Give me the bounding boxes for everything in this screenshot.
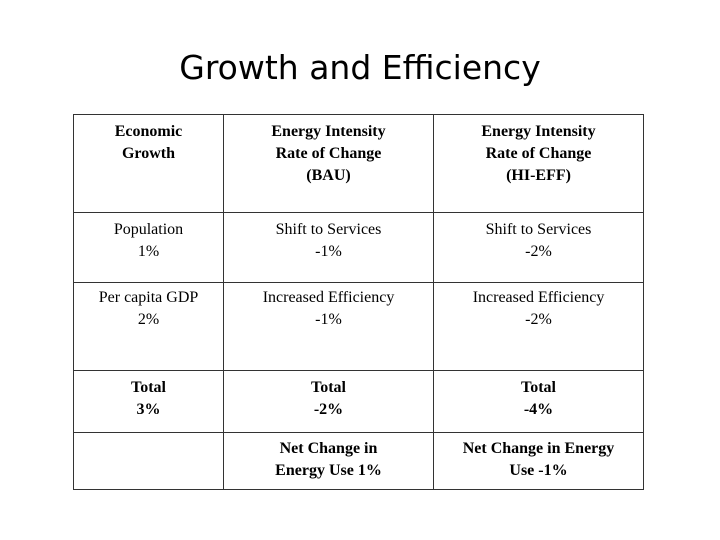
cell-total-hi-eff-value: -4% — [523, 401, 554, 418]
header-intensity-bau-line-2: Rate of Change — [275, 145, 382, 162]
cell-net-change-empty — [73, 432, 224, 490]
cell-per-capita-gdp-label: Per capita GDP — [98, 289, 199, 306]
growth-efficiency-table: Economic Growth Energy Intensity Rate of… — [73, 114, 644, 490]
cell-population-value: 1% — [137, 243, 160, 260]
cell-total-bau-label: Total — [311, 379, 346, 396]
table-row-total: Total 3% Total -2% Total -4% — [73, 370, 644, 433]
cell-net-change-bau-line-2: Energy Use 1% — [275, 462, 382, 479]
cell-net-change-hi-eff-line-2: Use -1% — [509, 462, 568, 479]
cell-total-bau-value: -2% — [313, 401, 344, 418]
cell-net-change-hi-eff: Net Change in Energy Use -1% — [433, 432, 644, 490]
cell-per-capita-gdp: Per capita GDP 2% — [73, 282, 224, 371]
header-intensity-bau-line-1: Energy Intensity — [271, 123, 386, 140]
table-row-gdp: Per capita GDP 2% Increased Efficiency -… — [73, 282, 644, 371]
table-row-net-change: Net Change in Energy Use 1% Net Change i… — [73, 432, 644, 490]
cell-shift-services-hi-eff-value: -2% — [525, 243, 552, 260]
cell-net-change-bau-line-1: Net Change in — [279, 440, 378, 457]
cell-shift-services-bau-label: Shift to Services — [275, 221, 382, 238]
table-row-population: Population 1% Shift to Services -1% Shif… — [73, 212, 644, 283]
cell-population: Population 1% — [73, 212, 224, 283]
cell-increased-efficiency-bau-value: -1% — [315, 311, 342, 328]
cell-increased-efficiency-hi-eff-label: Increased Efficiency — [472, 289, 605, 306]
header-intensity-bau-line-3: (BAU) — [306, 167, 351, 184]
cell-increased-efficiency-bau: Increased Efficiency -1% — [223, 282, 434, 371]
cell-shift-services-hi-eff: Shift to Services -2% — [433, 212, 644, 283]
cell-total-growth-value: 3% — [136, 401, 161, 418]
cell-population-label: Population — [113, 221, 184, 238]
header-economic-growth: Economic Growth — [73, 114, 224, 213]
cell-net-change-bau: Net Change in Energy Use 1% — [223, 432, 434, 490]
header-intensity-bau: Energy Intensity Rate of Change (BAU) — [223, 114, 434, 213]
cell-shift-services-bau: Shift to Services -1% — [223, 212, 434, 283]
cell-shift-services-bau-value: -1% — [315, 243, 342, 260]
header-economic-growth-line-2: Growth — [121, 145, 176, 162]
slide-title: Growth and Efficiency — [179, 48, 541, 87]
cell-total-bau: Total -2% — [223, 370, 434, 433]
header-intensity-hi-eff-line-3: (HI-EFF) — [506, 167, 571, 184]
cell-shift-services-hi-eff-label: Shift to Services — [485, 221, 592, 238]
header-economic-growth-line-1: Economic — [114, 123, 183, 140]
header-intensity-hi-eff-line-2: Rate of Change — [485, 145, 592, 162]
cell-increased-efficiency-bau-label: Increased Efficiency — [262, 289, 395, 306]
header-intensity-hi-eff: Energy Intensity Rate of Change (HI-EFF) — [433, 114, 644, 213]
cell-increased-efficiency-hi-eff-value: -2% — [525, 311, 552, 328]
table-header-row: Economic Growth Energy Intensity Rate of… — [73, 114, 644, 213]
cell-increased-efficiency-hi-eff: Increased Efficiency -2% — [433, 282, 644, 371]
cell-total-hi-eff: Total -4% — [433, 370, 644, 433]
cell-total-growth: Total 3% — [73, 370, 224, 433]
cell-net-change-hi-eff-line-1: Net Change in Energy — [462, 440, 615, 457]
cell-per-capita-gdp-value: 2% — [137, 311, 160, 328]
cell-total-hi-eff-label: Total — [521, 379, 556, 396]
header-intensity-hi-eff-line-1: Energy Intensity — [481, 123, 596, 140]
cell-total-growth-label: Total — [131, 379, 166, 396]
